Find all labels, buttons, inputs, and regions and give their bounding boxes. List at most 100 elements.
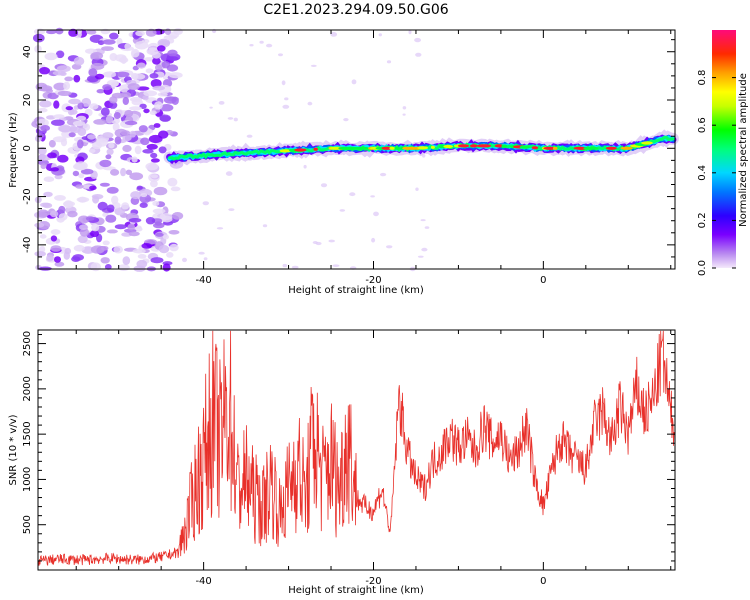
noise-blob [106,229,118,234]
noise-blob [127,223,136,231]
noise-speck [330,32,338,37]
noise-speck [339,209,346,212]
noise-speck [417,255,424,258]
noise-blob [100,246,109,251]
noise-speck [218,101,225,105]
noise-blob [158,130,169,139]
signal-hotspot [443,144,454,149]
noise-blob [124,43,131,51]
noise-blob [158,245,170,254]
noise-blob [54,261,65,267]
signal-hotspot [470,144,478,148]
noise-speck [282,104,290,109]
noise-blob [109,32,119,40]
noise-blob [138,125,148,133]
colorbar-label: Normalized spectral amplitude [738,73,749,227]
noise-blob [34,251,46,257]
noise-blob [79,224,89,230]
noise-blob [140,137,150,146]
noise-speck [386,60,392,64]
noise-blob [132,248,146,254]
noise-blob [63,200,74,209]
x-tick-label: 0 [540,576,546,587]
spectrogram-y-axis-label: Frequency (Hz) [8,112,19,188]
noise-blob [79,227,90,237]
noise-blob [93,119,107,125]
noise-blob [64,76,74,82]
y-tick-label: -40 [22,237,33,253]
noise-blob [44,52,58,61]
noise-speck [266,43,273,48]
noise-blob [76,115,87,121]
noise-blob [72,120,86,127]
noise-blob [68,132,76,138]
noise-blob [128,218,142,223]
noise-blob [172,212,184,220]
spectrogram-x-axis-label: Height of straight line (km) [288,285,424,296]
noise-blob [167,49,178,57]
colorbar-tick-label: 0.6 [697,117,708,133]
noise-blob [130,191,142,200]
noise-blob [159,40,170,46]
x-tick-label: 0 [540,275,546,286]
noise-blob [102,84,112,91]
noise-blob [105,115,114,124]
noise-blob [56,65,71,73]
signal-hotspot [430,145,435,149]
noise-blob [102,240,110,246]
noise-blob [158,146,167,154]
noise-blob [85,216,95,222]
noise-blob [162,234,169,240]
signal-hotspot [573,146,588,150]
noise-blob [146,143,158,150]
noise-speck [259,40,264,44]
noise-blob [100,107,110,116]
noise-blob [149,110,157,116]
noise-blob [36,118,49,128]
noise-blob [77,102,84,110]
noise-blob [99,159,112,168]
noise-blob [95,73,105,80]
noise-blob [104,264,112,270]
noise-blob [168,72,183,79]
noise-speck [281,80,286,86]
noise-speck [182,257,187,263]
colorbar-tick-label: 0.8 [697,70,708,86]
signal-hotspot [417,146,429,150]
noise-blob [50,235,58,242]
noise-blob [91,223,100,232]
signal-hotspot [501,144,508,148]
noise-speck [402,113,406,116]
noise-speck [386,245,393,249]
noise-blob [51,119,65,126]
noise-speck [228,208,235,212]
noise-blob [63,81,71,91]
noise-speck [282,263,288,268]
y-tick-label: 1500 [22,421,33,446]
noise-blob [152,201,160,206]
noise-blob [90,52,104,60]
noise-blob [153,123,161,128]
noise-blob [77,139,84,149]
snr-background [38,330,675,570]
noise-blob [145,28,157,37]
noise-blob [114,224,127,230]
spectrogram-noise-blobs [31,27,430,272]
noise-blob [90,62,105,70]
noise-blob [130,72,139,80]
noise-blob [87,134,96,140]
noise-blob [167,177,178,187]
noise-speck [291,265,299,269]
noise-blob [145,162,159,171]
noise-blob [110,81,118,88]
noise-blob [115,71,130,78]
noise-blob [39,246,46,253]
noise-blob [46,254,54,262]
noise-blob [117,264,130,271]
noise-blob [171,96,179,105]
noise-blob [134,226,143,232]
noise-blob [47,152,57,159]
noise-speck [198,251,205,255]
noise-blob [152,51,161,59]
